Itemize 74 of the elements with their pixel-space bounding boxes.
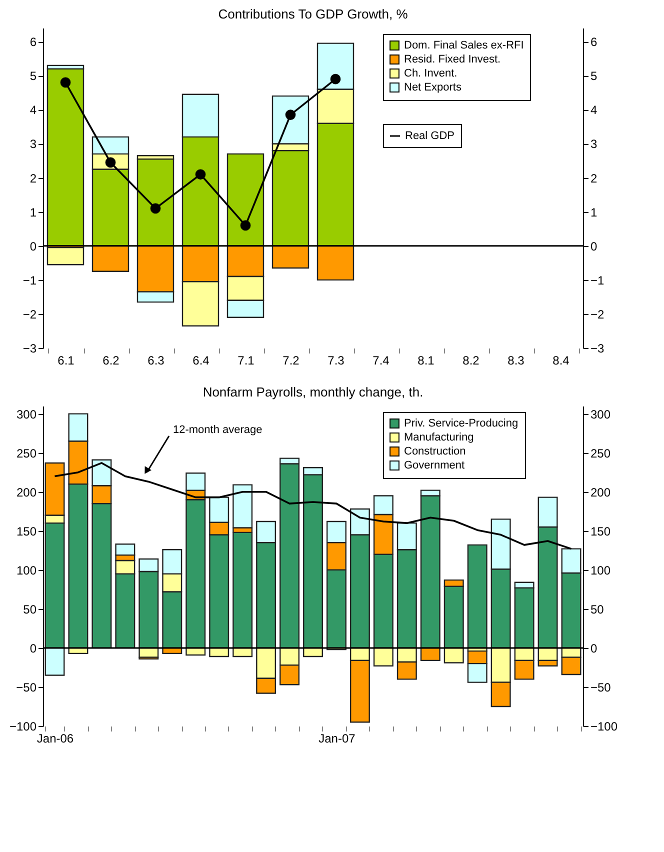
bar — [467, 544, 488, 649]
y2-tick-label: 250 — [590, 446, 611, 460]
point — [285, 110, 296, 120]
x-tick-label: 8.2 — [462, 354, 480, 368]
y2-tick-label: −1 — [590, 273, 605, 288]
y2-tick-label: 50 — [590, 602, 604, 616]
y2-tick-label: 4 — [590, 103, 598, 118]
y2-tick-label: 0 — [590, 239, 598, 254]
y2-tick-label: 5 — [590, 69, 598, 84]
y2-tick-label: 1 — [590, 205, 598, 220]
y-tick-label: 0 — [30, 641, 37, 656]
bar — [46, 246, 84, 266]
bar — [46, 68, 84, 246]
legend-label: Dom. Final Sales ex-RFI — [404, 40, 524, 52]
legend-label: Manufacturing — [404, 432, 474, 444]
y2-tick-label: 3 — [590, 137, 598, 152]
legend-label: Priv. Service-Producing — [404, 418, 518, 430]
point — [150, 203, 161, 214]
annotation: 12-month average — [173, 424, 262, 436]
y2-tick-label: −2 — [590, 307, 605, 322]
x-tick-label: 7.3 — [328, 354, 345, 368]
x-tick-label: 8.4 — [552, 354, 570, 368]
legend-label: Real GDP — [405, 130, 455, 142]
x-tick-label: 8.1 — [418, 354, 435, 368]
y-tick-label: 1 — [30, 205, 37, 220]
legend-label: Construction — [404, 446, 466, 458]
x-tick-label: Jan-06 — [36, 732, 74, 746]
y-tick-label: 2 — [30, 171, 37, 186]
y-tick-label: −100 — [9, 720, 37, 734]
y-tick-label: 50 — [23, 602, 37, 616]
x-tick-label: 6.4 — [192, 354, 210, 368]
y-tick-label: −3 — [22, 342, 37, 356]
y2-tick-label: −50 — [590, 680, 612, 694]
point — [60, 77, 71, 88]
x-tick-label: 7.4 — [372, 354, 390, 368]
y2-tick-label: 150 — [590, 524, 611, 538]
y2-tick-label: 100 — [590, 563, 611, 578]
y2-tick-label: 300 — [590, 407, 611, 422]
point — [330, 74, 341, 84]
y-tick-label: 4 — [30, 103, 37, 118]
y-tick-label: 300 — [16, 407, 37, 422]
y2-tick-label: −100 — [590, 720, 618, 734]
legend-label: Government — [404, 460, 465, 472]
y2-tick-label: −3 — [590, 342, 605, 356]
chart-title: Contributions To GDP Growth, % — [218, 6, 408, 22]
legend-label: Net Exports — [404, 82, 462, 94]
y-tick-label: 0 — [30, 239, 37, 254]
x-tick-label: 6.1 — [58, 354, 75, 368]
y-tick-label: −2 — [22, 307, 37, 322]
x-tick-label: 7.1 — [238, 354, 255, 368]
chart-title: Nonfarm Payrolls, monthly change, th. — [202, 384, 424, 400]
point — [195, 169, 206, 180]
y-tick-label: 150 — [16, 524, 37, 538]
y2-tick-label: 2 — [590, 171, 598, 186]
x-tick-label: Jan-07 — [318, 732, 356, 746]
y2-tick-label: 6 — [590, 35, 598, 50]
y-tick-label: 3 — [30, 137, 37, 152]
x-tick-label: 8.3 — [508, 354, 525, 368]
y-tick-label: 200 — [16, 485, 37, 500]
y-tick-label: 250 — [16, 446, 37, 460]
y-tick-label: 100 — [16, 563, 37, 578]
y-tick-label: 6 — [30, 35, 37, 50]
x-tick-label: 6.2 — [102, 354, 120, 368]
y-tick-label: −50 — [16, 680, 37, 694]
point — [240, 220, 251, 231]
y2-tick-label: 0 — [590, 641, 598, 656]
legend-label: Ch. Invent. — [404, 68, 458, 80]
x-tick-label: 6.3 — [148, 354, 165, 368]
legend-label: Resid. Fixed Invest. — [404, 54, 501, 66]
y2-tick-label: 200 — [590, 485, 611, 500]
y-tick-label: −1 — [22, 273, 37, 288]
y-tick-label: 5 — [30, 69, 37, 84]
x-tick-label: 7.2 — [282, 354, 300, 368]
line-series — [54, 462, 572, 550]
